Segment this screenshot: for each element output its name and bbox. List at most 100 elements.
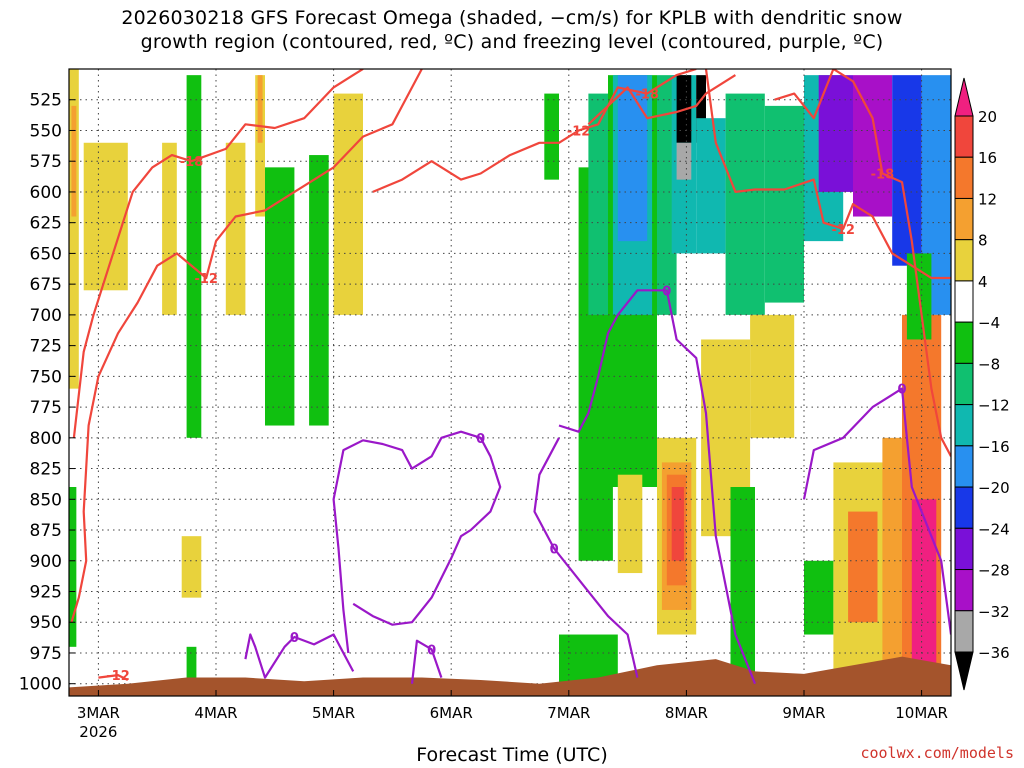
y-tick-label: 975 — [30, 644, 62, 664]
omega-shade-cell — [69, 69, 79, 389]
y-tick-label: 800 — [30, 429, 62, 449]
omega-shade-cell — [162, 142, 177, 315]
y-tick-label: 525 — [30, 91, 62, 111]
x-tick-label: 8MAR — [665, 704, 708, 722]
colorbar-label: 12 — [978, 190, 997, 208]
dgz-contour — [774, 69, 951, 457]
dgz-contour-label: -18 — [635, 88, 659, 103]
y-tick-label: 725 — [30, 337, 62, 357]
colorbar-label: −16 — [978, 438, 1010, 456]
x-tick-label: 4MAR — [194, 704, 237, 722]
colorbar-label: −8 — [978, 355, 1000, 373]
omega-shade-cell — [333, 93, 363, 315]
omega-shade-cell — [181, 536, 202, 598]
dgz-contour-label: -12 — [567, 124, 591, 139]
colorbar-swatch — [954, 610, 974, 653]
omega-shade-cell — [725, 93, 765, 315]
y-tick-label: 850 — [30, 490, 62, 510]
x-tick-sublabel: 2026 — [79, 723, 117, 741]
colorbar-swatch — [954, 239, 974, 282]
freezing-level-contour — [410, 639, 443, 684]
freezing-level-contour — [244, 633, 355, 679]
dgz-contour — [587, 69, 697, 126]
chart-title-line1: 2026030218 GFS Forecast Omega (shaded, −… — [121, 7, 903, 29]
x-tick-label: 6MAR — [430, 704, 473, 722]
colorbar-swatch — [954, 197, 974, 241]
colorbar-swatch — [954, 404, 974, 447]
freezing-level-contour — [332, 430, 502, 654]
colorbar-swatch — [954, 445, 974, 488]
freezing-level-contour-label: 0 — [476, 432, 485, 447]
colorbar-label: 4 — [978, 273, 988, 291]
dgz-contour — [704, 69, 951, 280]
colorbar-swatch — [954, 486, 974, 529]
colorbar-swatch — [954, 527, 974, 571]
colorbar-swatch — [954, 280, 974, 323]
y-tick-label: 775 — [30, 398, 62, 418]
colorbar-swatch — [954, 156, 974, 199]
x-tick-label: 10MAR — [895, 704, 948, 722]
colorbar-swatch — [954, 115, 974, 158]
omega-shade-cell — [186, 646, 197, 684]
omega-shade-cell — [617, 474, 643, 574]
freezing-level-contour-label: 0 — [427, 643, 436, 658]
y-tick-label: 650 — [30, 244, 62, 264]
dgz-contour-label: -18 — [871, 168, 895, 183]
plot-frame — [68, 68, 952, 697]
omega-shade-cell — [83, 142, 128, 291]
y-tick-label: 750 — [30, 367, 62, 387]
y-tick-label: 700 — [30, 306, 62, 326]
colorbar-bottom-arrow — [954, 651, 974, 691]
y-tick-label: 675 — [30, 275, 62, 295]
x-tick-label: 5MAR — [312, 704, 355, 722]
y-tick-label: 575 — [30, 152, 62, 172]
omega-shade-cell — [186, 75, 202, 438]
y-tick-label: 1000 — [19, 675, 62, 695]
omega-shade-cell — [671, 487, 684, 561]
colorbar-top-arrow — [954, 77, 974, 117]
colorbar-label: −36 — [978, 644, 1010, 662]
omega-shade-cell — [911, 499, 937, 672]
dgz-contour-label: -12 — [194, 272, 218, 287]
x-tick-label: 9MAR — [782, 704, 825, 722]
omega-shade-cell — [696, 118, 726, 254]
x-tick-label: 3MAR — [77, 704, 120, 722]
colorbar-label: −32 — [978, 603, 1010, 621]
omega-shade-cell — [804, 560, 834, 635]
omega-shade-cell — [257, 75, 263, 143]
y-tick-label: 825 — [30, 460, 62, 480]
colorbar-label: −4 — [978, 314, 1000, 332]
omega-shade-cell — [657, 75, 677, 315]
colorbar-label: −12 — [978, 397, 1010, 415]
terrain-fill — [69, 656, 951, 696]
colorbar-label: −24 — [978, 520, 1010, 538]
omega-shade-cell — [853, 75, 893, 217]
dgz-contour — [98, 674, 129, 681]
dgz-contour-label: -12 — [106, 669, 130, 684]
omega-shade-cell — [544, 93, 559, 180]
y-tick-label: 875 — [30, 521, 62, 541]
omega-shade-cell — [255, 75, 265, 217]
y-tick-label: 925 — [30, 583, 62, 603]
colorbar-label: −28 — [978, 562, 1010, 580]
omega-shade-cell — [225, 142, 246, 315]
omega-shade-cell — [265, 167, 295, 426]
omega-shade-cell — [764, 105, 804, 303]
x-tick-label: 7MAR — [547, 704, 590, 722]
freezing-level-contour-label: 0 — [897, 383, 906, 398]
omega-shade-cell — [848, 511, 878, 623]
colorbar-label: 16 — [978, 149, 997, 167]
colorbar-label: 20 — [978, 108, 997, 126]
dgz-contour — [72, 69, 364, 438]
y-tick-label: 600 — [30, 183, 62, 203]
omega-shade-cell — [892, 75, 922, 266]
colorbar-swatch — [954, 362, 974, 406]
dgz-contour — [372, 74, 736, 193]
omega-shade-cell — [696, 75, 706, 143]
omega-shade-cell — [617, 75, 648, 242]
chart-title-line2: growth region (contoured, red, ºC) and f… — [140, 31, 884, 53]
omega-shade-cell — [676, 142, 692, 180]
y-tick-label: 900 — [30, 552, 62, 572]
y-tick-label: 550 — [30, 121, 62, 141]
freezing-level-contour — [558, 289, 757, 685]
